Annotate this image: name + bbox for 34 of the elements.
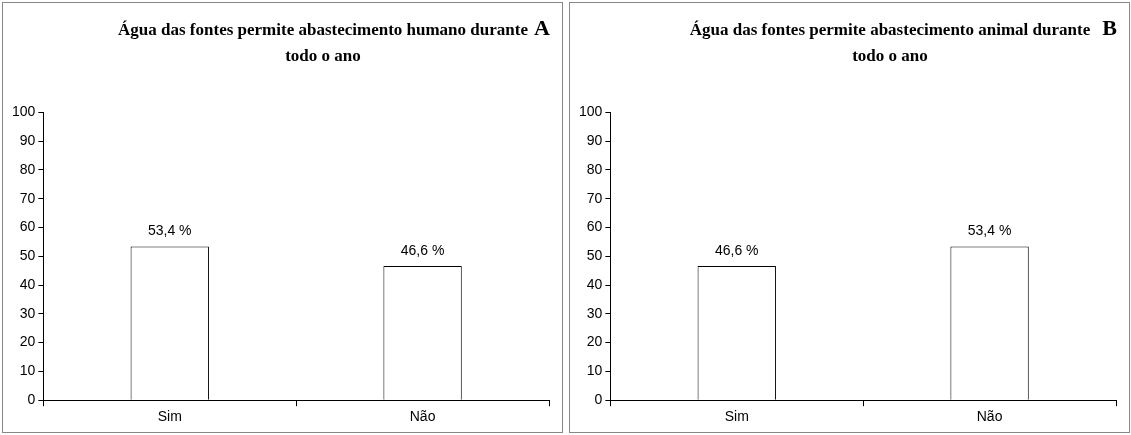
y-tick-label: 20 [19, 333, 36, 350]
y-tick-label: 60 [19, 218, 36, 235]
data-label: 46,6 % [714, 241, 759, 258]
chart-title: Água das fontes permite abastecimento humano durante todo o ano [117, 19, 529, 67]
x-tick-label: Não [976, 408, 1003, 425]
chart-title: Água das fontes permite abastecimento animal durante todo o ano [688, 19, 1092, 67]
y-tick-label: 30 [19, 304, 36, 321]
y-tick-label: 70 [586, 189, 603, 206]
y-tick-label: 40 [586, 275, 603, 292]
y-tick-label: 20 [586, 333, 603, 350]
y-tick-label: 100 [579, 103, 603, 120]
y-tick-label: 10 [19, 362, 36, 379]
data-label: 46,6 % [400, 241, 445, 258]
y-tick-label: 60 [586, 218, 603, 235]
data-label: 53,4 % [147, 222, 192, 239]
y-tick-label: 30 [586, 304, 603, 321]
y-tick-label: 80 [586, 160, 603, 177]
y-tick-label: 90 [586, 132, 603, 149]
y-tick-label: 70 [19, 189, 36, 206]
y-tick-label: 10 [586, 362, 603, 379]
data-label: 53,4 % [967, 222, 1012, 239]
x-tick-label: Não [409, 408, 436, 425]
x-tick-label: Sim [724, 408, 749, 425]
y-tick-label: 0 [594, 391, 603, 408]
y-tick-label: 50 [586, 247, 603, 264]
y-tick-label: 80 [19, 160, 36, 177]
text: A [534, 15, 550, 41]
y-tick-label: 100 [12, 103, 36, 120]
y-tick-label: 40 [19, 275, 36, 292]
x-tick-label: Sim [157, 408, 182, 425]
text: B [1102, 15, 1117, 41]
y-tick-label: 50 [19, 247, 36, 264]
y-tick-label: 0 [27, 391, 36, 408]
y-tick-label: 90 [19, 132, 36, 149]
